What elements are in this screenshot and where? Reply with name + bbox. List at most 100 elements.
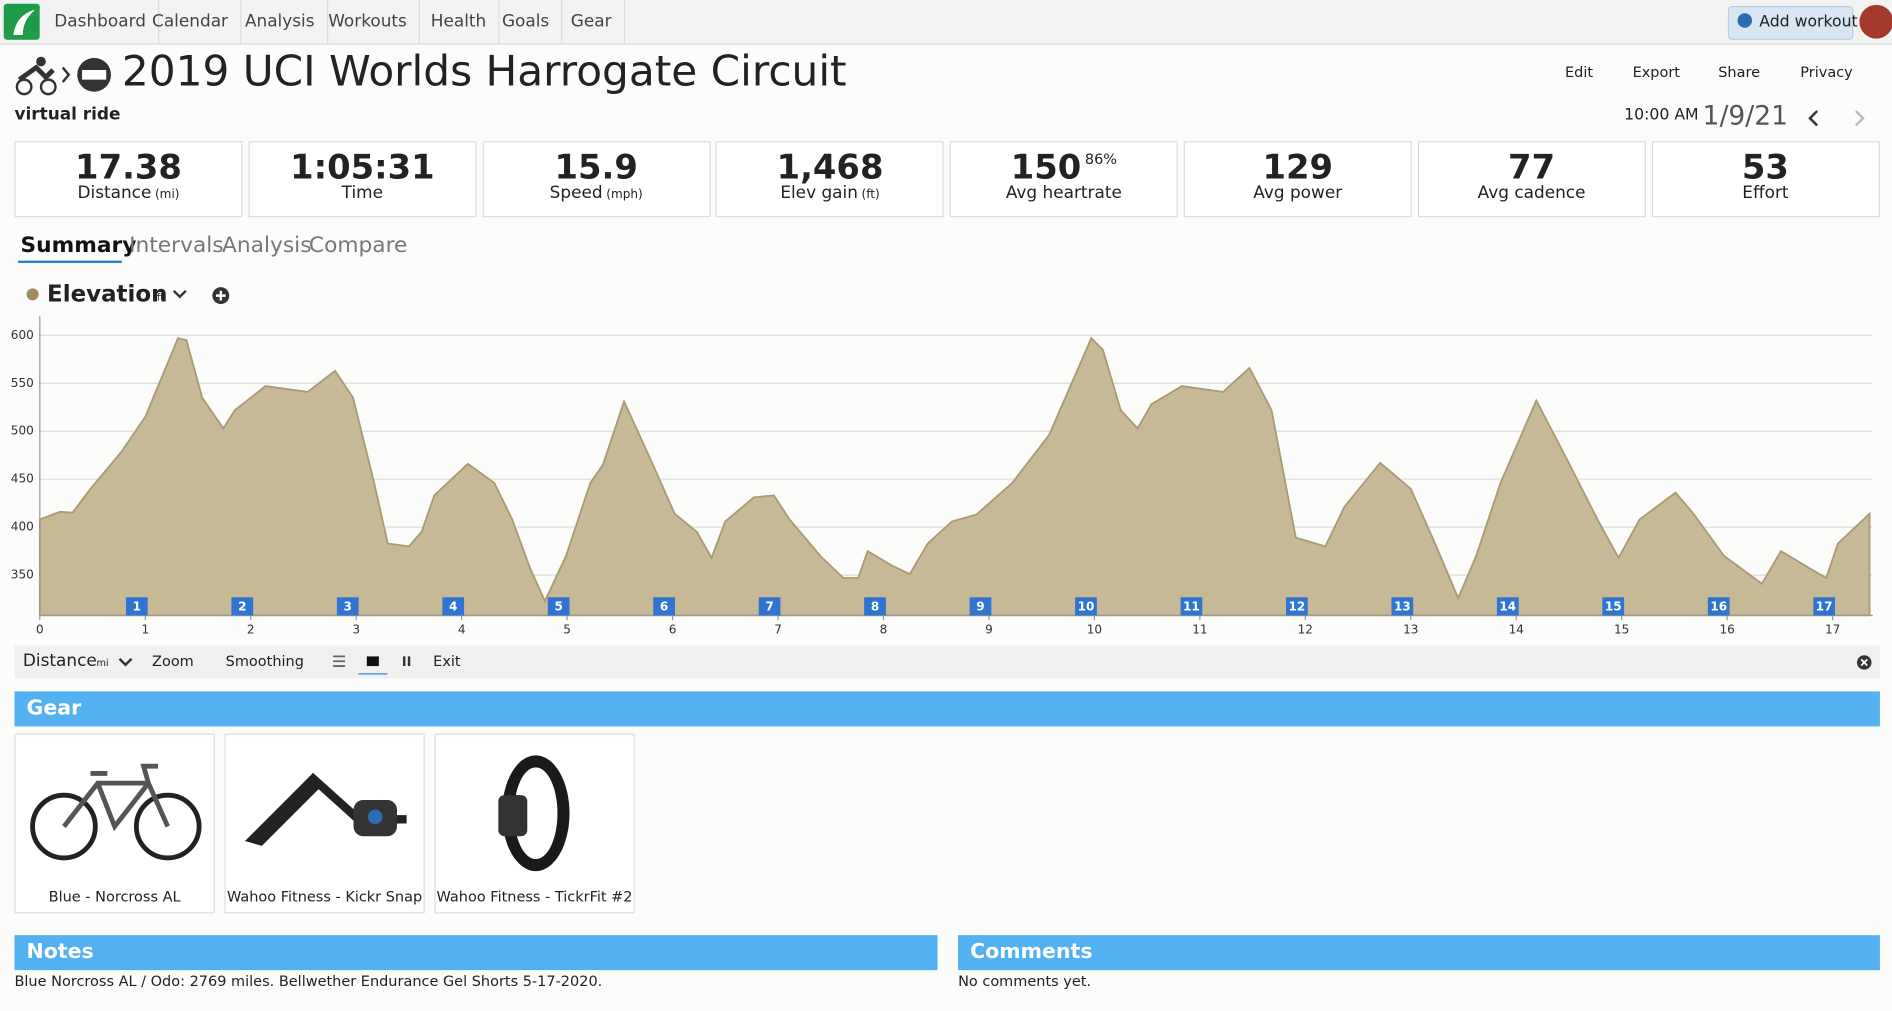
stat-label-text: Avg cadence xyxy=(1477,183,1586,203)
nav-item[interactable]: Workouts xyxy=(316,0,421,44)
stat-box: 77 Avg cadence xyxy=(1417,141,1646,218)
nav-item[interactable]: Health xyxy=(419,0,500,44)
add-workout-button[interactable]: Add workout xyxy=(1727,6,1858,40)
interval-label: 14 xyxy=(1499,599,1516,613)
date-arrows[interactable] xyxy=(1803,106,1875,130)
stat-number: 77 xyxy=(1508,147,1556,188)
close-button[interactable] xyxy=(1856,654,1873,671)
zoom-button[interactable]: Zoom xyxy=(152,652,194,670)
x-tick-label: 0 xyxy=(36,622,44,636)
interval-marker xyxy=(653,597,675,616)
x-axis-select[interactable]: Distance xyxy=(22,651,97,671)
workout-date: 1/9/21 xyxy=(1702,101,1788,132)
stat-value: 53 xyxy=(1653,147,1879,187)
stat-box: 17.38 Distance (mi) xyxy=(14,141,243,218)
stat-number: 129 xyxy=(1262,147,1333,188)
comments-header: Comments xyxy=(958,935,1880,971)
stat-label: Distance (mi) xyxy=(16,183,242,202)
stat-number: 1:05:31 xyxy=(290,147,435,188)
x-tick-label: 10 xyxy=(1087,622,1102,636)
add-workout-label: Add workout xyxy=(1759,13,1858,32)
x-tick-label: 4 xyxy=(458,622,466,636)
header-action[interactable]: Privacy xyxy=(1800,63,1853,81)
bike-image xyxy=(30,763,202,861)
logo[interactable] xyxy=(3,3,40,40)
header-action[interactable]: Share xyxy=(1718,63,1761,81)
stat-value: 1,468 xyxy=(717,147,943,187)
workout-title: 2019 UCI Worlds Harrogate Circuit xyxy=(121,48,847,97)
interval-marker xyxy=(231,597,254,616)
x-tick-label: 15 xyxy=(1614,622,1629,636)
notes-header: Notes xyxy=(14,935,938,971)
gear-card[interactable]: Wahoo Fitness - TickrFit #2 xyxy=(434,733,635,914)
stat-unit: (mph) xyxy=(606,188,643,202)
interval-label: 2 xyxy=(238,599,246,613)
chart-controls[interactable] xyxy=(171,285,231,307)
nav-item[interactable]: Calendar xyxy=(140,0,242,44)
x-tick-label: 9 xyxy=(985,622,993,636)
stat-number: 15.9 xyxy=(554,147,638,188)
stat-label: Avg power xyxy=(1185,183,1411,202)
stat-box: 150 86% Avg heartrate xyxy=(949,141,1178,218)
stat-label-text: Effort xyxy=(1742,183,1789,203)
stat-label-text: Speed xyxy=(549,183,603,203)
chart-title: Elevation xyxy=(47,281,168,308)
x-tick-label: 2 xyxy=(247,622,255,636)
avatar[interactable] xyxy=(1859,4,1892,39)
interval-label: 17 xyxy=(1816,599,1833,613)
stat-label: Speed (mph) xyxy=(483,183,709,202)
interval-label: 1 xyxy=(133,599,141,613)
tickr-image xyxy=(498,755,570,872)
gear-card[interactable]: Wahoo Fitness - Kickr Snap xyxy=(224,733,425,914)
sport-icons xyxy=(15,56,112,96)
x-tick-label: 8 xyxy=(880,622,888,636)
comments-text: No comments yet. xyxy=(958,972,1092,990)
x-tick-label: 13 xyxy=(1403,622,1418,636)
y-tick-label: 450 xyxy=(11,472,34,486)
interval-label: 16 xyxy=(1710,599,1727,613)
x-axis-unit: mi xyxy=(96,657,109,669)
interval-label: 11 xyxy=(1183,599,1200,613)
interval-marker xyxy=(1813,597,1836,616)
view-buttons[interactable] xyxy=(331,653,428,675)
interval-label: 10 xyxy=(1078,599,1095,613)
gear-card[interactable]: Blue - Norcross AL xyxy=(14,733,215,914)
header-action[interactable]: Edit xyxy=(1564,63,1594,81)
stat-value: 77 xyxy=(1419,147,1645,187)
interval-marker xyxy=(547,597,570,616)
tab[interactable]: Analysis xyxy=(222,232,312,259)
interval-label: 4 xyxy=(449,599,457,613)
dropdown-chevron[interactable] xyxy=(117,655,134,669)
y-tick-label: 600 xyxy=(11,328,34,342)
nav-item[interactable]: Dashboard xyxy=(42,0,160,44)
stat-label-text: Avg power xyxy=(1253,183,1343,203)
tab[interactable]: Intervals xyxy=(129,232,224,259)
stat-unit: (mi) xyxy=(154,188,180,202)
nav-item[interactable]: Goals xyxy=(490,0,563,44)
interval-label: 9 xyxy=(976,599,984,613)
tab[interactable]: Summary xyxy=(20,232,137,259)
interval-marker xyxy=(442,597,465,616)
x-tick-label: 17 xyxy=(1825,622,1840,636)
gear-header: Gear xyxy=(14,691,1880,727)
header-action[interactable]: Export xyxy=(1632,63,1680,81)
stat-label-text: Distance xyxy=(77,183,152,203)
workout-subtitle: virtual ride xyxy=(14,104,121,125)
nav-item[interactable]: Analysis xyxy=(233,0,328,44)
chart-unit: ft xyxy=(156,292,164,303)
interval-marker xyxy=(125,597,148,616)
smoothing-button[interactable]: Smoothing xyxy=(225,652,304,670)
y-tick-label: 550 xyxy=(11,376,34,390)
y-tick-label: 350 xyxy=(11,568,34,582)
tab[interactable]: Compare xyxy=(308,232,408,259)
interval-marker xyxy=(864,597,886,616)
stat-label: Avg heartrate xyxy=(951,183,1177,202)
trainer-image xyxy=(244,772,407,846)
exit-button[interactable]: Exit xyxy=(433,652,461,670)
stat-label-text: Time xyxy=(341,183,384,203)
stat-unit: (ft) xyxy=(861,188,880,202)
nav-item[interactable]: Gear xyxy=(559,0,625,44)
stat-box: 129 Avg power xyxy=(1183,141,1412,218)
stat-box: 15.9 Speed (mph) xyxy=(482,141,711,218)
